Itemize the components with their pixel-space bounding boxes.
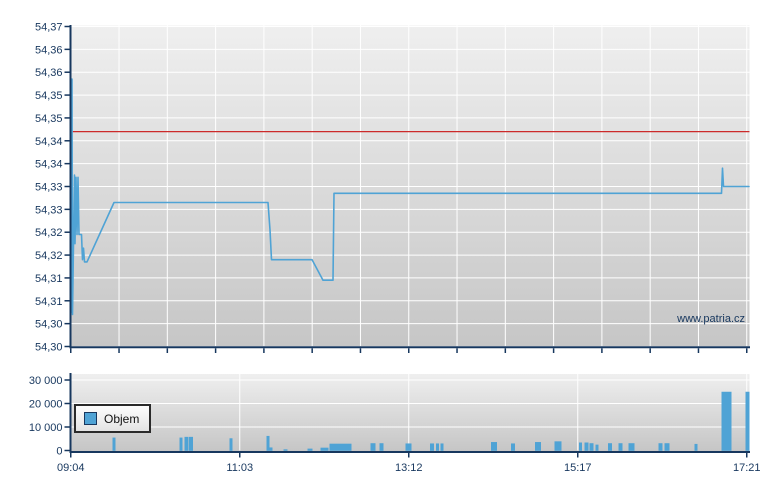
x-tick-label: 17:21 bbox=[733, 462, 761, 474]
y-tick-label: 54,30 bbox=[35, 342, 63, 354]
price-line bbox=[70, 78, 750, 316]
y-tick-label: 54,35 bbox=[35, 113, 63, 125]
volume-bar bbox=[618, 443, 623, 451]
y-tick-label: 54,37 bbox=[35, 22, 63, 34]
y-tick-label: 54,31 bbox=[35, 273, 63, 285]
volume-bar bbox=[370, 443, 376, 451]
volume-bar bbox=[269, 447, 273, 451]
y-tick-label: 0 bbox=[56, 446, 62, 458]
y-tick-label: 54,36 bbox=[35, 44, 63, 56]
volume-bar bbox=[440, 443, 444, 451]
volume-bar bbox=[184, 436, 189, 451]
volume-bar bbox=[584, 442, 589, 451]
volume-bar bbox=[430, 443, 434, 451]
volume-bar bbox=[628, 443, 635, 451]
volume-bar bbox=[329, 443, 352, 451]
volume-series-swatch-icon bbox=[84, 412, 97, 425]
volume-plot: 30 000 20 000 10 000 0 09:04 11:03 13:12 15:17 1… bbox=[29, 373, 761, 474]
x-tick-label: 13:12 bbox=[395, 462, 423, 474]
volume-bar bbox=[283, 449, 288, 451]
y-tick-label: 54,30 bbox=[35, 319, 63, 331]
x-tick-label: 15:17 bbox=[564, 462, 592, 474]
volume-bar bbox=[608, 443, 612, 451]
y-tick-label: 20 000 bbox=[29, 399, 63, 411]
y-tick-label: 54,34 bbox=[35, 159, 63, 171]
volume-bar bbox=[266, 435, 270, 451]
volume-bar bbox=[320, 447, 329, 451]
volume-bar bbox=[745, 391, 750, 451]
volume-bar bbox=[589, 443, 594, 451]
volume-bar bbox=[189, 436, 193, 451]
main-price-plot: 54,37 54,36 54,36 54,35 54,35 54,34 54,34 54,33… bbox=[35, 22, 750, 354]
volume-bar bbox=[436, 443, 439, 451]
volume-bar bbox=[554, 441, 562, 451]
volume-bar bbox=[595, 444, 599, 451]
y-tick-label: 54,32 bbox=[35, 227, 63, 239]
watermark: www.patria.cz bbox=[677, 313, 745, 325]
volume-bar bbox=[694, 443, 698, 451]
y-tick-label: 10 000 bbox=[29, 422, 63, 434]
x-tick-label: 11:03 bbox=[226, 462, 253, 474]
volume-bar bbox=[405, 443, 412, 451]
y-tick-label: 54,34 bbox=[35, 136, 63, 148]
x-tick-label: 09:04 bbox=[57, 462, 85, 474]
volume-bar bbox=[229, 438, 233, 451]
y-tick-label: 54,33 bbox=[35, 182, 63, 194]
y-tick-label: 54,33 bbox=[35, 204, 63, 216]
y-tick-label: 30 000 bbox=[29, 375, 63, 387]
y-tick-label: 54,31 bbox=[35, 296, 63, 308]
volume-bar bbox=[511, 443, 515, 451]
y-tick-label: 54,32 bbox=[35, 250, 63, 262]
y-tick-label: 54,36 bbox=[35, 67, 63, 79]
volume-plot-background bbox=[71, 374, 750, 451]
y-tick-label: 54,35 bbox=[35, 90, 63, 102]
volume-bar bbox=[658, 443, 663, 451]
volume-bar bbox=[307, 448, 313, 451]
volume-bar bbox=[179, 437, 183, 451]
volume-legend-label: Objem bbox=[104, 411, 140, 426]
volume-bar bbox=[535, 442, 541, 451]
volume-legend: Objem bbox=[74, 404, 152, 433]
volume-bar bbox=[664, 443, 670, 451]
volume-bar bbox=[379, 443, 384, 451]
volume-bar bbox=[721, 391, 732, 451]
volume-bar bbox=[112, 437, 116, 451]
volume-bar bbox=[579, 442, 582, 451]
volume-bar bbox=[491, 442, 497, 451]
